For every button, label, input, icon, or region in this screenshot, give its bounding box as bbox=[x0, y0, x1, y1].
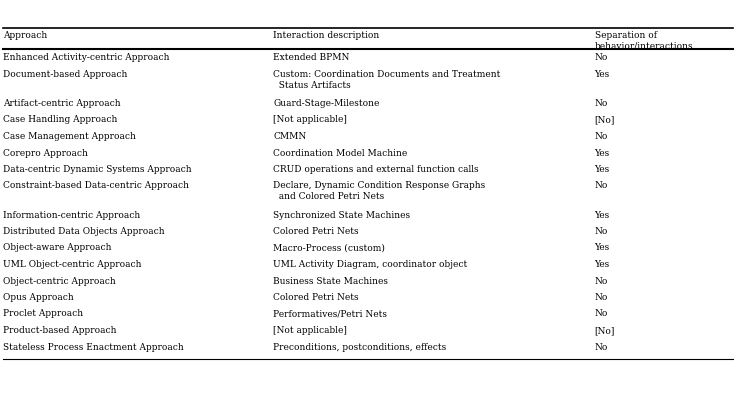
Text: UML Object-centric Approach: UML Object-centric Approach bbox=[3, 260, 142, 269]
Text: Product-based Approach: Product-based Approach bbox=[3, 326, 117, 335]
Text: UML Activity Diagram, coordinator object: UML Activity Diagram, coordinator object bbox=[273, 260, 468, 269]
Text: Declare, Dynamic Condition Response Graphs
  and Colored Petri Nets: Declare, Dynamic Condition Response Grap… bbox=[273, 182, 485, 201]
Text: Separation of
behavior/interactions: Separation of behavior/interactions bbox=[595, 31, 693, 51]
Text: Yes: Yes bbox=[595, 260, 610, 269]
Text: No: No bbox=[595, 227, 608, 236]
Text: Custom: Coordination Documents and Treatment
  Status Artifacts: Custom: Coordination Documents and Treat… bbox=[273, 70, 501, 90]
Text: Object-aware Approach: Object-aware Approach bbox=[3, 244, 112, 253]
Text: Coordination Model Machine: Coordination Model Machine bbox=[273, 149, 407, 157]
Text: [Not applicable]: [Not applicable] bbox=[273, 326, 347, 335]
Text: Proclet Approach: Proclet Approach bbox=[3, 310, 83, 319]
Text: Yes: Yes bbox=[595, 70, 610, 79]
Text: Guard-Stage-Milestone: Guard-Stage-Milestone bbox=[273, 99, 379, 108]
Text: Distributed Data Objects Approach: Distributed Data Objects Approach bbox=[3, 227, 164, 236]
Text: No: No bbox=[595, 182, 608, 191]
Text: Artifact-centric Approach: Artifact-centric Approach bbox=[3, 99, 120, 108]
Text: Yes: Yes bbox=[595, 244, 610, 253]
Text: Colored Petri Nets: Colored Petri Nets bbox=[273, 227, 359, 236]
Text: Document-based Approach: Document-based Approach bbox=[3, 70, 127, 79]
Text: No: No bbox=[595, 132, 608, 141]
Text: CMMN: CMMN bbox=[273, 132, 306, 141]
Text: Approach: Approach bbox=[3, 31, 47, 40]
Text: Extended BPMN: Extended BPMN bbox=[273, 53, 349, 62]
Text: Yes: Yes bbox=[595, 149, 610, 157]
Text: Yes: Yes bbox=[595, 211, 610, 220]
Text: Constraint-based Data-centric Approach: Constraint-based Data-centric Approach bbox=[3, 182, 189, 191]
Text: CRUD operations and external function calls: CRUD operations and external function ca… bbox=[273, 165, 479, 174]
Text: Information-centric Approach: Information-centric Approach bbox=[3, 211, 140, 220]
Text: [Not applicable]: [Not applicable] bbox=[273, 115, 347, 124]
Text: No: No bbox=[595, 99, 608, 108]
Text: No: No bbox=[595, 310, 608, 319]
Text: Case Management Approach: Case Management Approach bbox=[3, 132, 136, 141]
Text: Synchronized State Machines: Synchronized State Machines bbox=[273, 211, 410, 220]
Text: Colored Petri Nets: Colored Petri Nets bbox=[273, 293, 359, 302]
Text: Enhanced Activity-centric Approach: Enhanced Activity-centric Approach bbox=[3, 53, 170, 62]
Text: Macro-Process (custom): Macro-Process (custom) bbox=[273, 244, 385, 253]
Text: Preconditions, postconditions, effects: Preconditions, postconditions, effects bbox=[273, 342, 446, 352]
Text: [No]: [No] bbox=[595, 115, 615, 124]
Text: Yes: Yes bbox=[595, 165, 610, 174]
Text: Interaction description: Interaction description bbox=[273, 31, 379, 40]
Text: No: No bbox=[595, 277, 608, 286]
Text: Object-centric Approach: Object-centric Approach bbox=[3, 277, 116, 286]
Text: No: No bbox=[595, 293, 608, 302]
Text: Business State Machines: Business State Machines bbox=[273, 277, 388, 286]
Text: Performatives/Petri Nets: Performatives/Petri Nets bbox=[273, 310, 387, 319]
Text: Opus Approach: Opus Approach bbox=[3, 293, 73, 302]
Text: No: No bbox=[595, 53, 608, 62]
Text: Stateless Process Enactment Approach: Stateless Process Enactment Approach bbox=[3, 342, 184, 352]
Text: Data-centric Dynamic Systems Approach: Data-centric Dynamic Systems Approach bbox=[3, 165, 192, 174]
Text: Case Handling Approach: Case Handling Approach bbox=[3, 115, 117, 124]
Text: [No]: [No] bbox=[595, 326, 615, 335]
Text: Corepro Approach: Corepro Approach bbox=[3, 149, 88, 157]
Text: No: No bbox=[595, 342, 608, 352]
